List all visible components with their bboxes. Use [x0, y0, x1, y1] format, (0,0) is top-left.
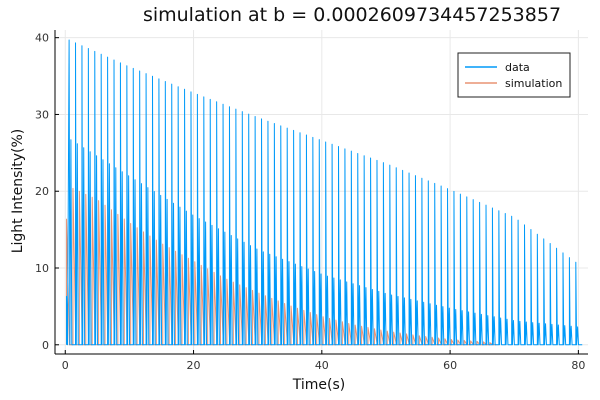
y-axis-label: Light Intensity(%): [10, 129, 26, 254]
legend-box: [457, 52, 571, 98]
legend-label-simulation: simulation: [505, 77, 562, 90]
axes: 0 20 40 60 80 0 10 20 30 40: [35, 30, 588, 372]
y-tick-label: 10: [35, 262, 49, 275]
x-tick-label: 0: [62, 359, 69, 372]
x-axis-label: Time(s): [292, 377, 345, 393]
y-tick-label: 20: [35, 185, 49, 198]
x-tick-label: 60: [443, 359, 457, 372]
y-tick-label: 0: [42, 339, 49, 352]
series-layer: [66, 39, 583, 346]
legend: data simulation: [457, 52, 571, 98]
chart-title: simulation at b = 0.0002609734457253857: [143, 4, 561, 26]
series-data-line: [66, 39, 583, 346]
legend-label-data: data: [505, 61, 530, 74]
x-tick-label: 20: [187, 359, 201, 372]
y-tick-label: 40: [35, 32, 49, 45]
y-tick-label: 30: [35, 108, 49, 121]
x-tick-label: 80: [571, 359, 585, 372]
x-tick-label: 40: [315, 359, 329, 372]
series-simulation-line: [66, 187, 497, 346]
